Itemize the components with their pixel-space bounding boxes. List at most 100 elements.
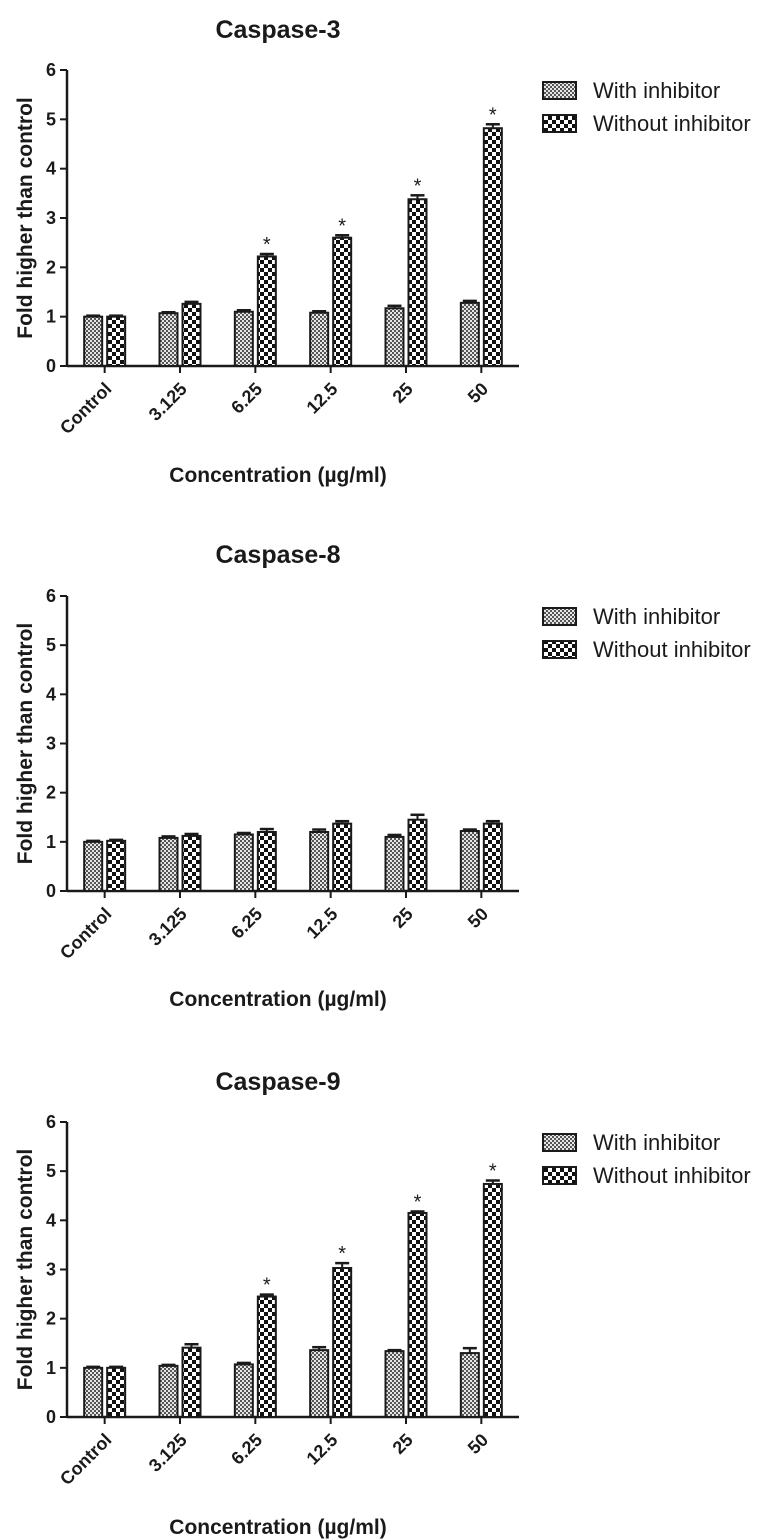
bar-group-5 (459, 819, 503, 892)
chart-panel-3: Caspase-9 0 1 2 3 4 5 6 Fold higher than control… (14, 1068, 751, 1539)
legend-swatch-with-inhibitor (542, 607, 577, 626)
bar-group-4 (384, 813, 428, 893)
legend-label: With inhibitor (593, 604, 720, 629)
bar-group-2: * (233, 1275, 277, 1419)
legend: With inhibitor Without inhibitor (542, 1130, 751, 1188)
chart-panel-2: Caspase-8 0 1 2 3 4 5 6 Fold higher than control… (14, 541, 751, 1011)
x-tick-label: 50 (464, 379, 492, 407)
bar-group-0 (83, 314, 127, 367)
bar-with-inhibitor (233, 833, 254, 892)
x-tick-label: 12.5 (303, 904, 342, 943)
significance-star: * (263, 1275, 271, 1297)
bar-with-inhibitor (83, 315, 104, 367)
bar-with-inhibitor (233, 310, 254, 368)
significance-star: * (489, 104, 497, 126)
legend-label: Without inhibitor (593, 637, 751, 662)
bar-group-4: * (384, 1191, 428, 1419)
y-tick-label: 5 (46, 1161, 56, 1181)
bar-with-inhibitor (459, 1352, 480, 1419)
y-axis-label: Fold higher than control (14, 1149, 37, 1390)
x-tick-label: 25 (389, 904, 417, 932)
chart-panel-1: Caspase-3 0 1 2 3 4 5 6 Fold higher than control… (14, 16, 751, 487)
significance-star: * (414, 175, 422, 197)
bar-without-inhibitor (332, 1267, 353, 1419)
legend-label: With inhibitor (593, 1130, 720, 1155)
bar-with-inhibitor (309, 311, 330, 367)
bar-group-5: * (459, 1161, 503, 1419)
legend: With inhibitor Without inhibitor (542, 78, 751, 136)
significance-star: * (338, 1243, 346, 1265)
y-tick-label: 2 (46, 783, 56, 803)
bar-without-inhibitor (181, 834, 202, 893)
y-tick-label: 1 (46, 832, 56, 852)
bar-without-inhibitor (181, 1346, 202, 1419)
bar-group-1 (158, 832, 202, 893)
legend-swatch-without-inhibitor (542, 640, 577, 659)
x-tick-label: 12.5 (303, 1430, 342, 1469)
y-tick-label: 4 (46, 159, 56, 179)
bar-group-3 (309, 819, 353, 892)
y-tick-label: 3 (46, 208, 56, 228)
bar-without-inhibitor (181, 302, 202, 367)
bar-without-inhibitor (407, 198, 428, 367)
y-axis-label: Fold higher than control (14, 623, 37, 864)
bar-without-inhibitor (332, 822, 353, 892)
y-tick-label: 2 (46, 1309, 56, 1329)
bar-without-inhibitor (256, 1295, 277, 1418)
bar-with-inhibitor (459, 830, 480, 892)
bar-without-inhibitor (106, 315, 127, 367)
bar-group-5: * (459, 104, 503, 367)
x-tick-label: 12.5 (303, 379, 342, 418)
y-tick-label: 4 (46, 1210, 56, 1230)
bar-group-4: * (384, 175, 428, 367)
x-tick-label: 50 (464, 904, 492, 932)
legend-label: With inhibitor (593, 78, 720, 103)
bar-with-inhibitor (309, 831, 330, 892)
y-tick-label: 6 (46, 60, 56, 80)
y-tick-label: 5 (46, 635, 56, 655)
bar-without-inhibitor (482, 822, 503, 892)
bar-without-inhibitor (106, 1366, 127, 1419)
y-axis-label: Fold higher than control (14, 97, 37, 338)
legend-swatch-without-inhibitor (542, 1166, 577, 1185)
x-tick-label: Control (56, 379, 115, 438)
chart-title: Caspase-9 (215, 1068, 340, 1096)
bar-with-inhibitor (309, 1349, 330, 1418)
y-tick-label: 0 (46, 356, 56, 376)
x-tick-label: 6.25 (227, 904, 266, 943)
y-tick-label: 0 (46, 881, 56, 901)
bar-with-inhibitor (83, 840, 104, 892)
legend-label: Without inhibitor (593, 111, 751, 136)
x-tick-label: 6.25 (227, 1430, 266, 1469)
bar-with-inhibitor (384, 1350, 405, 1419)
bar-group-2 (233, 827, 277, 892)
bar-without-inhibitor (482, 127, 503, 367)
bar-without-inhibitor (407, 1211, 428, 1419)
x-axis-label: Concentration (µg/ml) (169, 1516, 386, 1539)
y-tick-label: 4 (46, 684, 56, 704)
bar-with-inhibitor (83, 1366, 104, 1419)
y-tick-label: 6 (46, 586, 56, 606)
bar-with-inhibitor (158, 312, 179, 368)
significance-star: * (489, 1161, 497, 1183)
legend-label: Without inhibitor (593, 1163, 751, 1188)
bar-with-inhibitor (384, 835, 405, 893)
y-tick-label: 3 (46, 734, 56, 754)
x-tick-label: 25 (389, 379, 417, 407)
significance-star: * (338, 215, 346, 237)
bar-group-1 (158, 300, 202, 368)
legend-swatch-with-inhibitor (542, 81, 577, 100)
x-axis-label: Concentration (µg/ml) (169, 464, 386, 487)
x-tick-label: 50 (464, 1430, 492, 1458)
bar-with-inhibitor (459, 301, 480, 367)
significance-star: * (414, 1191, 422, 1213)
bar-without-inhibitor (256, 255, 277, 368)
bar-group-0 (83, 838, 127, 892)
y-tick-label: 2 (46, 257, 56, 277)
y-tick-label: 0 (46, 1407, 56, 1427)
y-tick-label: 1 (46, 307, 56, 327)
legend: With inhibitor Without inhibitor (542, 604, 751, 662)
x-tick-label: Control (56, 1430, 115, 1489)
